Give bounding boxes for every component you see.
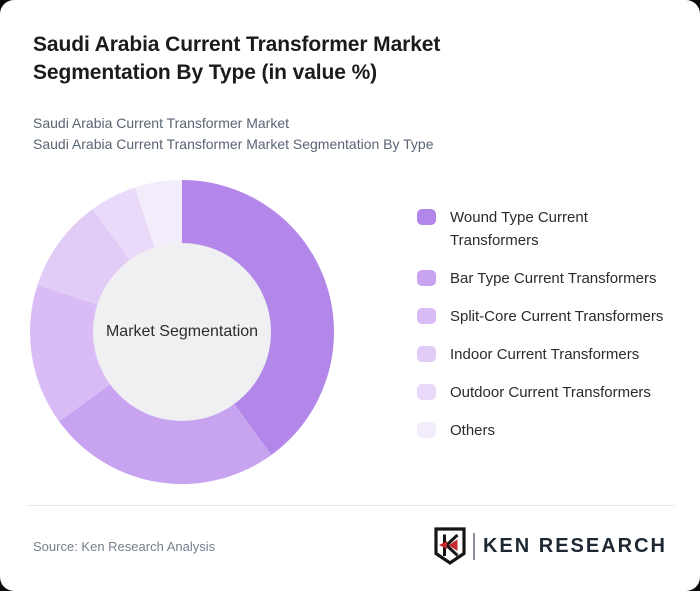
- legend-swatch: [417, 209, 436, 225]
- legend-item[interactable]: Split-Core Current Transformers: [417, 305, 667, 328]
- legend-label: Others: [450, 419, 495, 442]
- legend-swatch: [417, 422, 436, 438]
- legend-swatch: [417, 346, 436, 362]
- legend-label: Wound Type Current Transformers: [450, 206, 667, 252]
- legend-swatch: [417, 308, 436, 324]
- chart-card: Saudi Arabia Current Transformer Market …: [0, 0, 700, 591]
- subtitle-block: Saudi Arabia Current Transformer Market …: [33, 113, 434, 155]
- legend-item[interactable]: Others: [417, 419, 667, 442]
- legend-swatch: [417, 270, 436, 286]
- wordmark-red-triangle-icon: [439, 541, 447, 549]
- legend-label: Outdoor Current Transformers: [450, 381, 651, 404]
- ken-research-logo[interactable]: KEN RESEARCH: [434, 527, 667, 565]
- legend-swatch: [417, 384, 436, 400]
- source-text: Source: Ken Research Analysis: [33, 539, 215, 554]
- subtitle-line-2: Saudi Arabia Current Transformer Market …: [33, 134, 434, 155]
- legend-label: Indoor Current Transformers: [450, 343, 639, 366]
- logo-divider: [473, 533, 475, 560]
- legend-item[interactable]: Bar Type Current Transformers: [417, 267, 667, 290]
- legend-item[interactable]: Outdoor Current Transformers: [417, 381, 667, 404]
- donut-chart-wrap: Market Segmentation: [30, 180, 334, 484]
- legend-item[interactable]: Wound Type Current Transformers: [417, 206, 667, 252]
- donut-center-label: Market Segmentation: [106, 323, 258, 341]
- legend: Wound Type Current Transformers Bar Type …: [417, 206, 667, 457]
- subtitle-line-1: Saudi Arabia Current Transformer Market: [33, 113, 434, 134]
- legend-label: Split-Core Current Transformers: [450, 305, 663, 328]
- page-title: Saudi Arabia Current Transformer Market …: [33, 31, 513, 87]
- legend-item[interactable]: Indoor Current Transformers: [417, 343, 667, 366]
- footer-divider: [26, 505, 674, 506]
- logo-wordmark: KEN RESEARCH: [483, 528, 667, 564]
- legend-label: Bar Type Current Transformers: [450, 267, 656, 290]
